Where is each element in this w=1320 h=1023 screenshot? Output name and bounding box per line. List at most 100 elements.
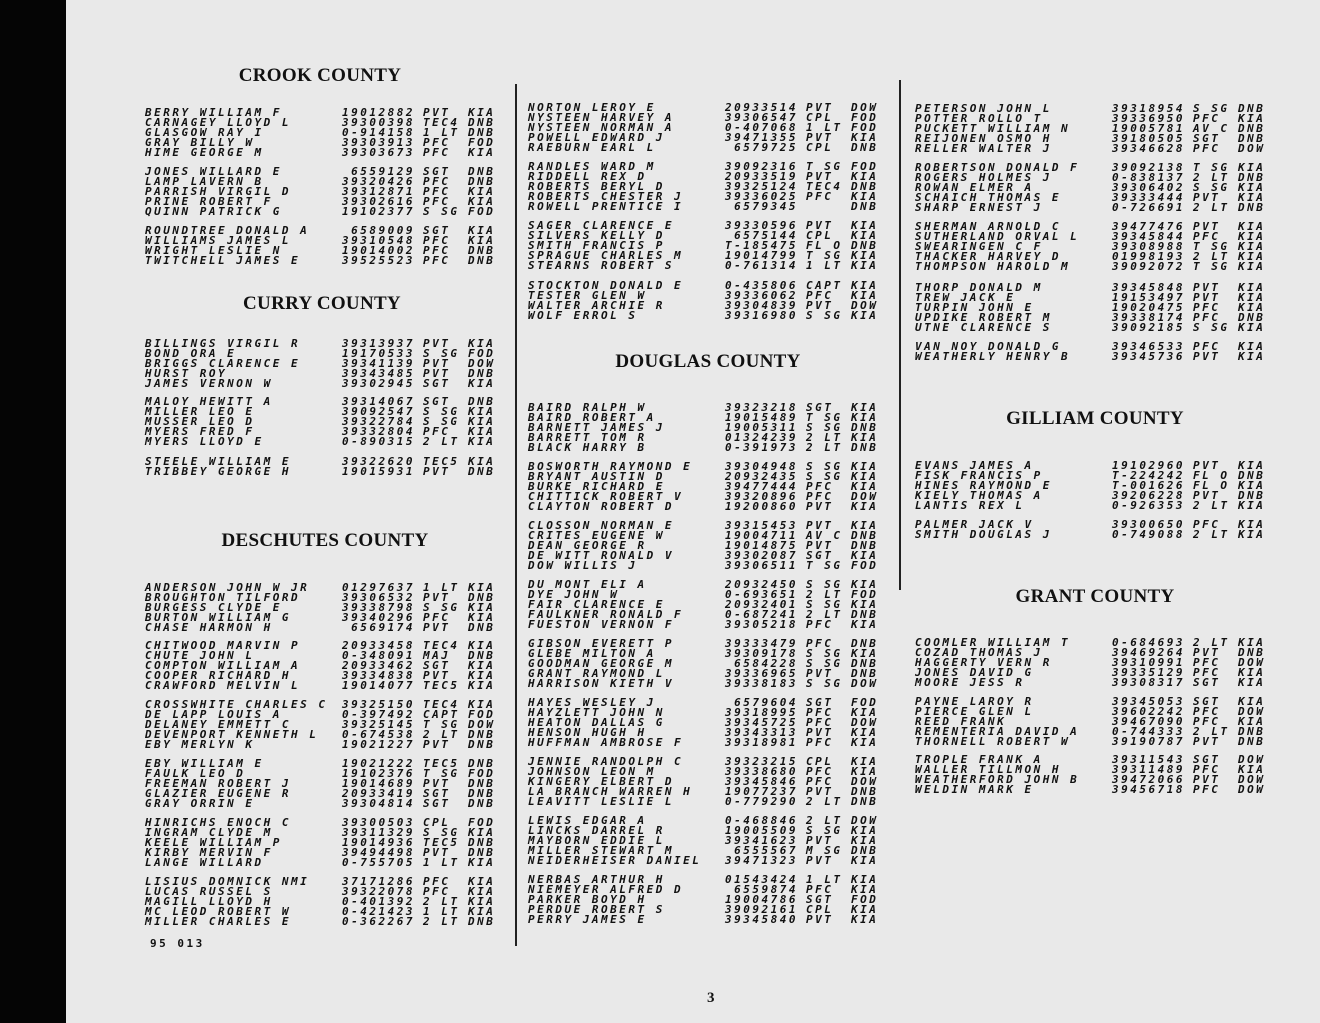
- entry-rank: 1 LT: [806, 120, 843, 134]
- entry-serial: 01297637: [342, 581, 415, 594]
- entry-rank: AV C: [806, 528, 843, 542]
- entry-rank: SGT: [806, 401, 834, 414]
- entry-status: DNB: [1238, 310, 1266, 324]
- entry-status: KIA: [851, 460, 879, 473]
- entry-serial: 39318995: [725, 705, 798, 719]
- entry-name: HARRISON KIETH V: [528, 676, 674, 690]
- entry-rank: PFC: [423, 424, 451, 438]
- entry-status: KIA: [468, 424, 496, 438]
- entry-serial: 39190787: [1112, 734, 1185, 748]
- entry-status: KIA: [468, 414, 496, 428]
- entry-rank: PVT: [806, 101, 834, 114]
- entry-rank: CPL: [423, 816, 451, 829]
- entry-status: DOW: [851, 774, 879, 788]
- entry-name: REMENTERIA DAVID A: [915, 724, 1080, 738]
- entry-name: ANDERSON JOHN W JR: [145, 581, 310, 594]
- entry-serial: 0-838137: [1112, 170, 1185, 184]
- entry-status: FOD: [468, 346, 496, 360]
- entry-rank: S SG: [806, 646, 843, 660]
- entry-rank: CAPT: [806, 279, 843, 292]
- entry-serial: 6559129: [351, 165, 415, 178]
- entry-serial: 6589009: [351, 224, 415, 237]
- entry-name: JENNIE RANDOLPH C: [528, 755, 684, 768]
- entry-serial: 39315453: [725, 519, 798, 532]
- entry-name: STEARNS ROBERT S: [528, 258, 674, 272]
- entry-status: KIA: [851, 288, 879, 302]
- entry-rank: S SG: [1193, 180, 1230, 194]
- entry-rank: FL O: [1193, 478, 1230, 492]
- entry-rank: PFC: [1193, 310, 1221, 324]
- entry-name: LA BRANCH WARREN H: [528, 784, 693, 798]
- entry-rank: 2 LT: [423, 914, 460, 928]
- entry-serial: 19014689: [342, 776, 415, 790]
- entry-rank: PFC: [806, 288, 834, 302]
- entry-name: BOSWORTH RAYMOND E: [528, 460, 693, 473]
- entry-status: KIA: [468, 224, 496, 237]
- entry-serial: 39302087: [725, 548, 798, 562]
- entry-status: KIA: [468, 581, 496, 594]
- entry-status: KIA: [851, 308, 879, 322]
- entry-serial: 6584228: [734, 656, 798, 670]
- entry-status: KIA: [1238, 190, 1266, 204]
- entry-rank: 1 LT: [806, 258, 843, 272]
- entry-status: KIA: [1238, 478, 1266, 492]
- entry-name: HURST ROY: [145, 366, 228, 380]
- entry-rank: PFC: [423, 875, 451, 888]
- entry-status: DNB: [468, 786, 496, 800]
- entry-rank: PFC: [1193, 340, 1221, 353]
- entry-name: SCHAICH THOMAS E: [915, 190, 1061, 204]
- entry-serial: 19014002: [342, 243, 415, 257]
- entry-name: CARNAGEY LLOYD L: [145, 115, 291, 129]
- entry-rank: PVT: [1193, 459, 1221, 472]
- entry-serial: 39336025: [725, 189, 798, 203]
- entry-name: PALMER JACK V: [915, 518, 1034, 531]
- entry-rank: PVT: [806, 130, 834, 144]
- entry-name: VAN NOY DONALD G: [915, 340, 1061, 353]
- entry-name: DU MONT ELI A: [528, 578, 647, 591]
- entry-rank: PFC: [1193, 141, 1221, 155]
- entry-status: DNB: [851, 199, 879, 213]
- entry-serial: 6579725: [734, 140, 798, 154]
- entry-name: EBY WILLIAM E: [145, 757, 264, 770]
- entry-rank: PFC: [806, 882, 834, 896]
- entry-status: KIA: [468, 884, 496, 898]
- entry-serial: 39303673: [342, 145, 415, 159]
- entry-rank: PVT: [1193, 772, 1221, 786]
- entry-serial: 0-693651: [725, 587, 798, 601]
- entry-serial: 0-749088: [1112, 527, 1185, 541]
- county-heading-grant: GRANT COUNTY: [1015, 586, 1175, 607]
- county-heading-gilliam: GILLIAM COUNTY: [1006, 408, 1184, 429]
- entry-status: FOD: [468, 816, 496, 829]
- entry-rank: PFC: [1193, 229, 1221, 243]
- entry-rank: T SG: [1193, 259, 1230, 273]
- entry-rank: TEC5: [423, 757, 460, 770]
- entry-serial: 39306547: [725, 110, 798, 124]
- entry-serial: 19005311: [725, 420, 798, 434]
- entry-name: WALLER TILLMON H: [915, 762, 1061, 776]
- entry-serial: 39322078: [342, 884, 415, 898]
- entry-status: KIA: [851, 258, 879, 272]
- entry-serial: 39092072: [1112, 259, 1185, 273]
- entry-status: KIA: [851, 902, 879, 916]
- entry-rank: PFC: [423, 253, 451, 267]
- entry-status: KIA: [1238, 695, 1266, 708]
- entry-name: HINES RAYMOND E: [915, 478, 1052, 492]
- entry-status: KIA: [468, 610, 496, 624]
- entry-serial: 0-407068: [725, 120, 798, 134]
- entry-name: EBY MERLYN K: [145, 737, 255, 751]
- entry-status: DOW: [851, 298, 879, 312]
- entry-name: ROWELL PRENTICE I: [528, 199, 684, 213]
- entry-status: KIA: [851, 853, 879, 867]
- entry-serial: 39318981: [725, 735, 798, 749]
- entry-status: DOW: [1238, 772, 1266, 786]
- entry-name: SMITH FRANCIS P: [528, 238, 665, 252]
- entry-rank: 2 LT: [1193, 498, 1230, 512]
- entry-serial: 39472066: [1112, 772, 1185, 786]
- entry-status: DNB: [1238, 200, 1266, 214]
- entry-name: CRITES EUGENE W: [528, 528, 665, 542]
- column-divider: [515, 84, 517, 946]
- entry-name: WALTER ARCHIE R: [528, 298, 665, 312]
- entry-rank: TEC4: [423, 115, 460, 129]
- county-heading-deschutes: DESCHUTES COUNTY: [221, 530, 429, 551]
- entry-serial: 39336965: [725, 666, 798, 680]
